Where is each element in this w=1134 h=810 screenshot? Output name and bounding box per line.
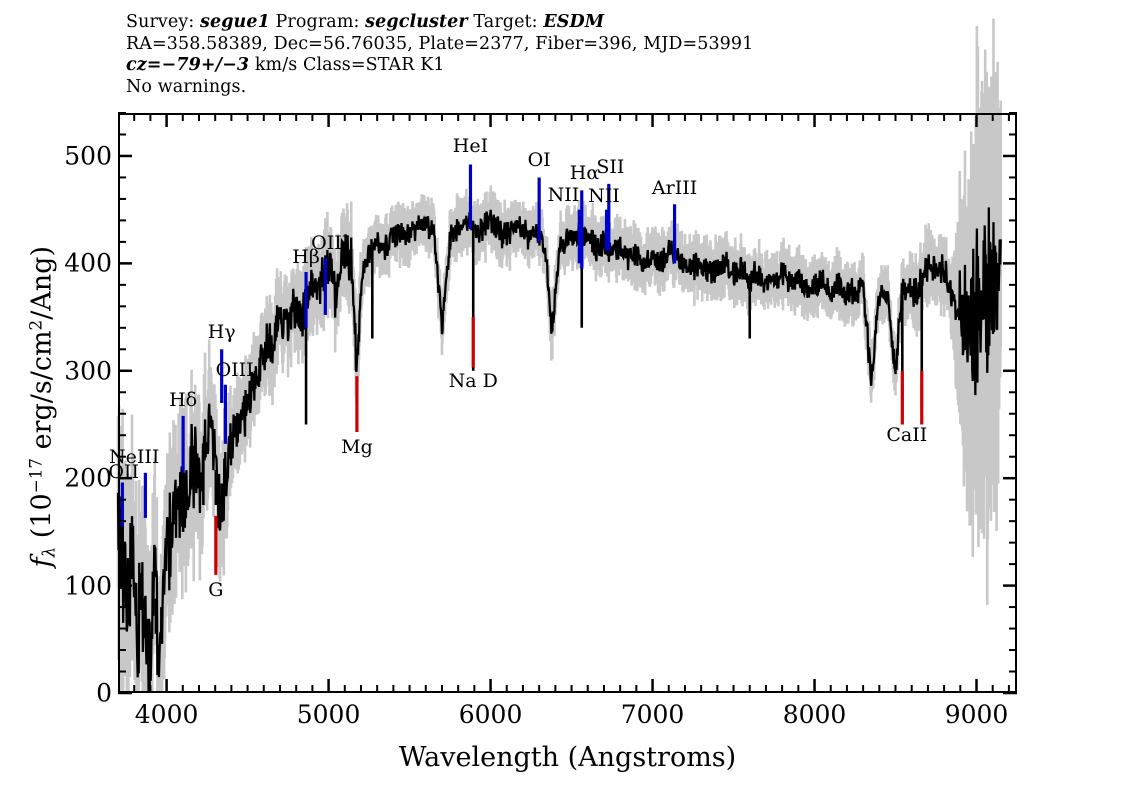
y-tick-label: 500	[64, 141, 112, 171]
emission-line-label: NII	[588, 184, 620, 207]
ylabel-square: 2	[25, 319, 46, 331]
emission-line-label: Hα	[569, 162, 600, 185]
ylabel-lambda: λ	[38, 546, 59, 558]
plot-area: OII NeIII Hδ Hγ OIII Hβ OIII HeI OI NII Hα SII NII Ar…	[108, 18, 1017, 695]
x-tick-label: 8000	[782, 700, 847, 729]
survey-name: segue1	[200, 12, 270, 32]
emission-line-label: OI	[527, 149, 551, 172]
program-prefix: Program:	[269, 12, 366, 32]
ylabel-f: f	[26, 557, 58, 568]
absorption-line-label: G	[208, 578, 224, 601]
x-tick-label: 7000	[620, 700, 685, 729]
class-value: km/s Class=STAR K1	[249, 55, 445, 75]
y-tick-label: 0	[96, 678, 112, 708]
emission-line-label: OIII	[311, 232, 350, 255]
emission-line-label: SII	[596, 155, 625, 178]
absorption-line-label: Na D	[448, 369, 498, 392]
emission-line-label: Hβ	[292, 246, 320, 268]
x-axis-tick-labels: 4000 5000 6000 7000 8000 9000	[118, 700, 1017, 734]
emission-line-label: Hδ	[169, 388, 198, 411]
target-name: ESDM	[543, 12, 605, 32]
target-prefix: Target:	[467, 12, 544, 32]
emission-line-label: HeI	[452, 135, 489, 158]
y-tick-label: 100	[64, 571, 112, 601]
spectrum-metadata-header: Survey: segue1 Program: segcluster Targe…	[126, 12, 1106, 98]
y-tick-label: 300	[64, 356, 112, 386]
survey-prefix: Survey:	[126, 12, 201, 32]
absorption-line-label: Mg	[341, 436, 373, 459]
plot-frame	[118, 113, 1017, 693]
emission-line-label: OIII	[215, 358, 254, 381]
program-name: segcluster	[365, 12, 468, 32]
ylabel-open: (10	[26, 493, 58, 547]
header-line-redshift: cz=−79+/−3 km/s Class=STAR K1	[126, 55, 1106, 77]
y-axis-title: fλ (10−17 erg/s/cm2/Ang)	[25, 127, 58, 687]
emission-line-label: ArIII	[651, 177, 698, 200]
y-axis-tick-labels: 0 100 200 300 400 500	[0, 113, 112, 707]
ylabel-close: /Ang)	[26, 245, 58, 320]
emission-line-label: OII	[108, 460, 139, 483]
header-line-coords: RA=358.58389, Dec=56.76035, Plate=2377, …	[126, 33, 754, 54]
absorption-troughs	[154, 226, 924, 634]
ylabel-exponent: −17	[25, 457, 46, 494]
emission-line-label: NeIII	[108, 445, 160, 468]
cz-value: cz=−79+/−3	[126, 55, 250, 75]
x-tick-label: 5000	[296, 700, 361, 729]
y-tick-label: 400	[64, 248, 112, 278]
y-tick-label: 200	[64, 463, 112, 493]
flux-trace	[116, 207, 1002, 694]
x-tick-label: 6000	[458, 700, 523, 729]
x-tick-label: 4000	[134, 700, 199, 729]
header-line-warnings: No warnings.	[126, 76, 247, 97]
emission-line-label: Hγ	[207, 321, 236, 344]
absorption-line-label: CaII	[886, 424, 928, 447]
header-line-survey: Survey: segue1 Program: segcluster Targe…	[126, 12, 1106, 34]
spectrum-graphics	[116, 18, 1003, 694]
emission-line-label: NII	[547, 183, 580, 206]
x-tick-label: 9000	[944, 700, 1009, 729]
ylabel-units: erg/s/cm	[26, 330, 58, 458]
x-axis-title: Wavelength (Angstroms)	[398, 742, 737, 773]
